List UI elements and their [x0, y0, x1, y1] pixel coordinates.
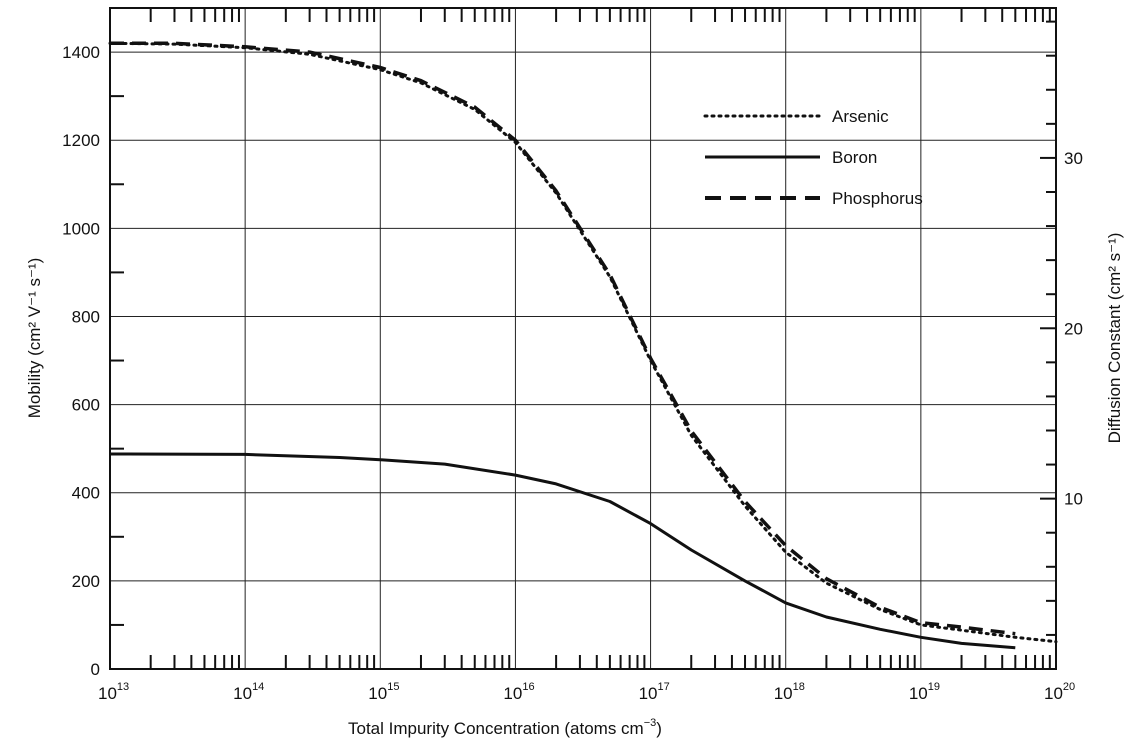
y2-tick-labels: 10 20 30 [1064, 149, 1083, 509]
y-tick-label: 400 [72, 484, 100, 503]
series-phosphorus [110, 41, 1016, 636]
x-tick-label: 1020 [1044, 681, 1075, 703]
x-tick-label: 1015 [368, 681, 399, 703]
y2-tick-label: 20 [1064, 319, 1083, 338]
legend-label-boron: Boron [832, 148, 877, 167]
legend-label-phosphorus: Phosphorus [832, 189, 923, 208]
y-tick-label: 1000 [62, 219, 100, 238]
x-tick-labels: 1013 1014 1015 1016 1017 1018 1019 1020 [98, 681, 1075, 703]
y-tick-label: 200 [72, 572, 100, 591]
x-tick-label: 1017 [639, 681, 670, 703]
minor-ticks [110, 8, 1056, 669]
x-tick-label: 1016 [503, 681, 534, 703]
x-tick-label: 1019 [909, 681, 940, 703]
y2-axis-title: Diffusion Constant (cm² s⁻¹) [1105, 233, 1124, 444]
series-arsenic [108, 41, 1058, 644]
series-lines [108, 41, 1058, 650]
plot-frame [109, 7, 1057, 670]
y-tick-labels: 0 200 400 600 800 1000 1200 1400 [62, 43, 100, 679]
grid-lines [109, 8, 1057, 670]
x-axis-title: Total Impurity Concentration (atoms cm−3… [348, 717, 662, 738]
y2-tick-label: 30 [1064, 149, 1083, 168]
y-tick-label: 600 [72, 396, 100, 415]
legend-label-arsenic: Arsenic [832, 107, 889, 126]
x-tick-label: 1018 [774, 681, 805, 703]
y-tick-label: 1200 [62, 131, 100, 150]
y-tick-label: 800 [72, 307, 100, 326]
y-tick-label: 0 [91, 660, 100, 679]
x-tick-label: 1013 [98, 681, 129, 703]
legend: Arsenic Boron Phosphorus [703, 107, 923, 208]
x-tick-label: 1014 [233, 681, 264, 703]
y-axis-title: Mobility (cm² V⁻¹ s⁻¹) [25, 258, 44, 419]
series-boron [109, 452, 1016, 650]
y-tick-label: 1400 [62, 43, 100, 62]
y2-tick-label: 10 [1064, 490, 1083, 509]
